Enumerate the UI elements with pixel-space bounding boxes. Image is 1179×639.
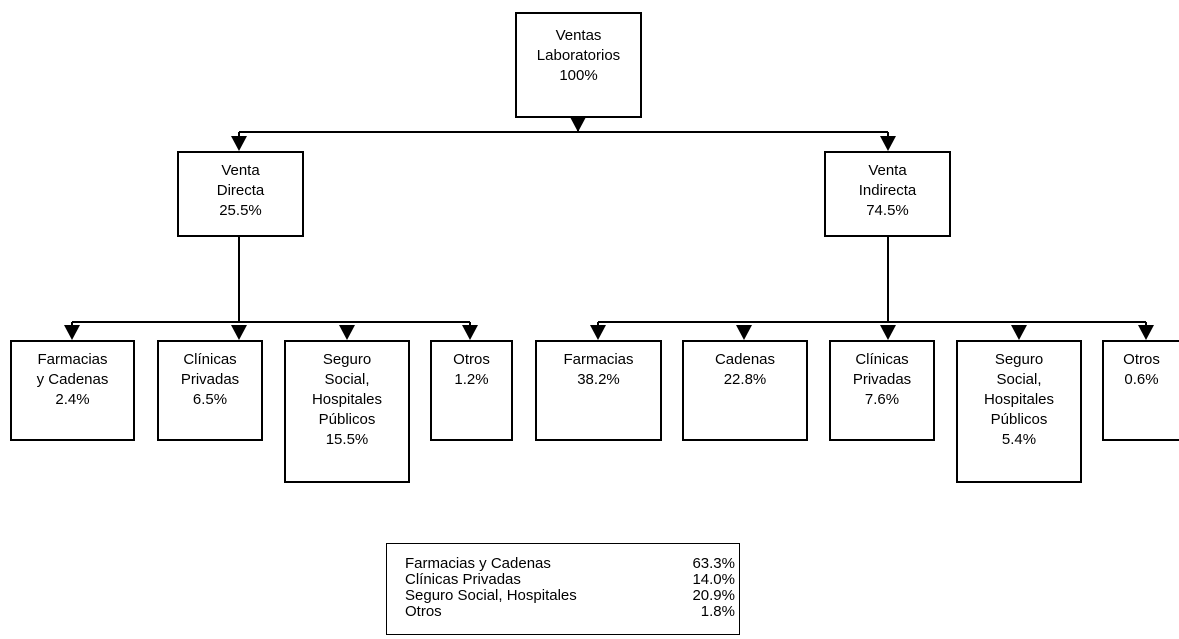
node-text: Cadenas: [714, 351, 776, 368]
node-pct: 6.5%: [192, 391, 228, 408]
summary-label: Farmacias y Cadenas: [405, 555, 551, 572]
node-text: Otros: [453, 351, 490, 368]
summary-row: Farmacias y Cadenas 63.3%: [405, 556, 739, 572]
directa-line1: Venta: [221, 162, 260, 179]
summary-row: Clínicas Privadas 14.0%: [405, 572, 739, 588]
directa-clinicas-privadas-node: Clínicas Privadas 6.5%: [157, 340, 263, 441]
indirecta-cadenas-node: Cadenas 22.8%: [682, 340, 808, 441]
root-line2: Laboratorios: [536, 47, 621, 64]
node-pct: 2.4%: [55, 391, 90, 408]
indirecta-pct: 74.5%: [866, 202, 909, 219]
arrowhead: [880, 136, 896, 151]
summary-row: Seguro Social, Hospitales 20.9%: [405, 588, 739, 604]
node-text: Hospitales: [983, 391, 1055, 408]
summary-label: Seguro Social, Hospitales: [405, 587, 577, 604]
venta-directa-node: Venta Directa 25.5%: [177, 151, 304, 237]
summary-value: 1.8%: [700, 603, 735, 620]
arrowhead: [231, 136, 247, 151]
directa-pct: 25.5%: [219, 202, 262, 219]
arrowhead: [231, 325, 247, 340]
arrowhead: [736, 325, 752, 340]
summary-value: 14.0%: [692, 571, 735, 588]
node-text: Seguro: [322, 351, 372, 368]
node-text: Farmacias: [37, 351, 108, 368]
arrowhead: [339, 325, 355, 340]
summary-table: Farmacias y Cadenas 63.3% Clínicas Priva…: [386, 543, 740, 635]
directa-seguro-social-node: Seguro Social, Hospitales Públicos 15.5%: [284, 340, 410, 483]
node-text: Clínicas: [183, 351, 237, 368]
indirecta-line2: Indirecta: [858, 182, 917, 199]
root-pct: 100%: [559, 67, 598, 84]
indirecta-clinicas-privadas-node: Clínicas Privadas 7.6%: [829, 340, 935, 441]
arrowhead: [64, 325, 80, 340]
summary-label: Otros: [405, 603, 442, 620]
arrowhead: [570, 117, 586, 132]
arrowhead: [880, 325, 896, 340]
node-pct: 5.4%: [1001, 431, 1037, 448]
root-node: Ventas Laboratorios 100%: [515, 12, 642, 118]
node-text: Seguro: [994, 351, 1044, 368]
node-text: Farmacias: [563, 351, 634, 368]
directa-line2: Directa: [216, 182, 265, 199]
node-pct: 7.6%: [864, 391, 900, 408]
node-text: Clínicas: [855, 351, 909, 368]
summary-label: Clínicas Privadas: [405, 571, 521, 588]
indirecta-farmacias-node: Farmacias 38.2%: [535, 340, 662, 441]
node-pct: 1.2%: [454, 371, 489, 388]
arrowhead: [1138, 325, 1154, 340]
node-text: Otros: [1123, 351, 1160, 368]
node-pct: 38.2%: [577, 371, 620, 388]
node-pct: 22.8%: [723, 371, 767, 388]
node-text: Privadas: [180, 371, 240, 388]
summary-row: Otros 1.8%: [405, 604, 739, 620]
node-text: Públicos: [990, 411, 1048, 428]
node-text: y Cadenas: [36, 371, 109, 388]
node-text: Social,: [324, 371, 370, 388]
node-text: Públicos: [318, 411, 376, 428]
root-line1: Ventas: [555, 27, 602, 44]
node-pct: 0.6%: [1124, 371, 1159, 388]
directa-otros-node: Otros 1.2%: [430, 340, 513, 441]
indirecta-otros-node: Otros 0.6%: [1102, 340, 1179, 441]
summary-value: 63.3%: [692, 555, 735, 572]
indirecta-line1: Venta: [868, 162, 907, 179]
directa-farmacias-cadenas-node: Farmacias y Cadenas 2.4%: [10, 340, 135, 441]
node-text: Privadas: [852, 371, 912, 388]
node-text: Social,: [996, 371, 1042, 388]
summary-value: 20.9%: [692, 587, 735, 604]
indirecta-seguro-social-node: Seguro Social, Hospitales Públicos 5.4%: [956, 340, 1082, 483]
node-text: Hospitales: [311, 391, 383, 408]
arrowhead: [590, 325, 606, 340]
node-pct: 15.5%: [325, 431, 369, 448]
venta-indirecta-node: Venta Indirecta 74.5%: [824, 151, 951, 237]
arrowhead: [1011, 325, 1027, 340]
arrowhead: [462, 325, 478, 340]
